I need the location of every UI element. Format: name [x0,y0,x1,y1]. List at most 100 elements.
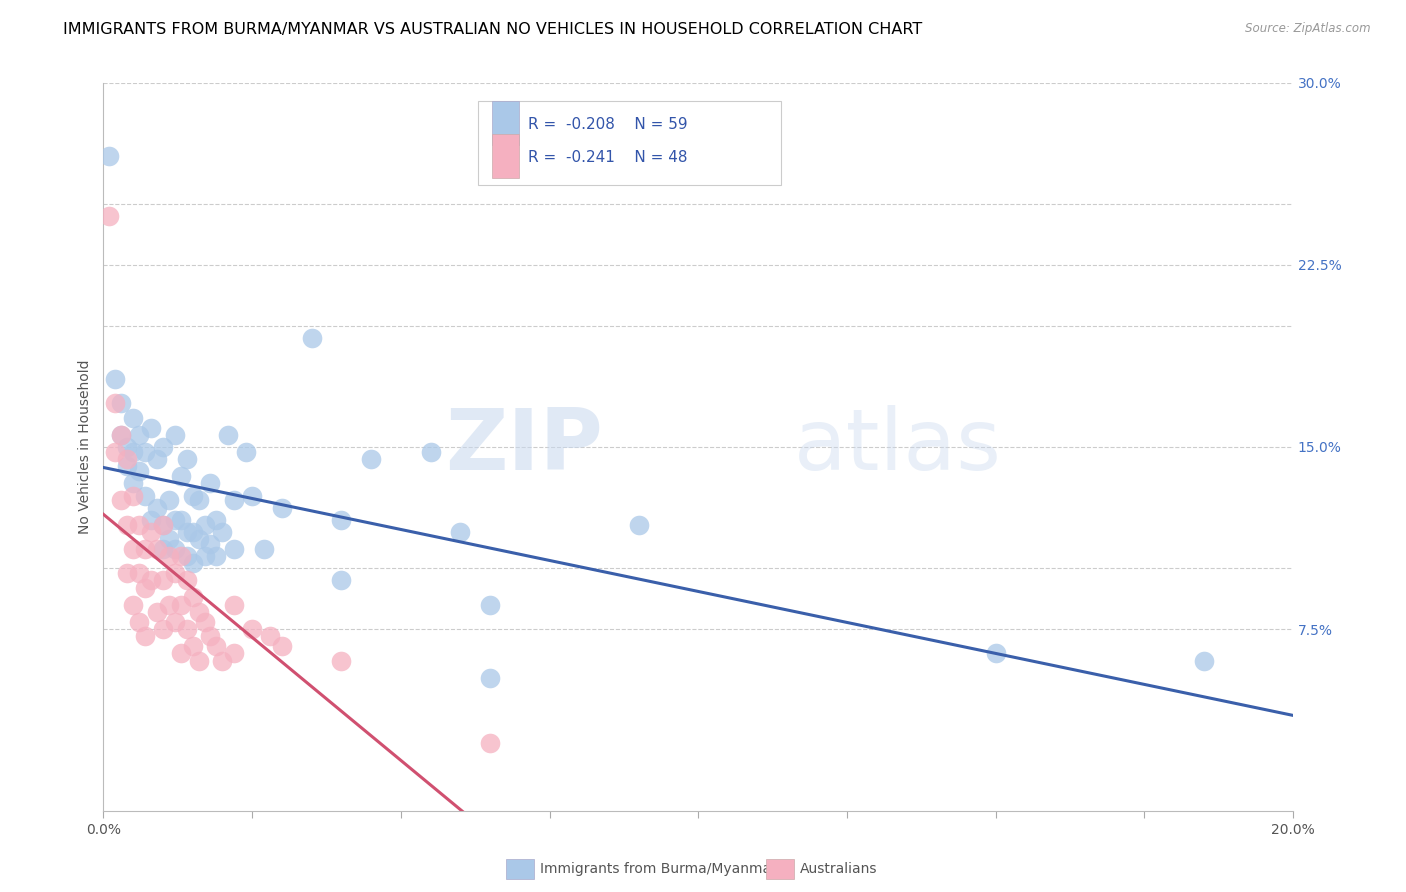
Point [187,493,209,508]
Text: R =  -0.241    N = 48: R = -0.241 N = 48 [529,151,688,165]
Point [98,210,121,224]
Point [152,541,174,556]
Point [152,440,174,454]
Point [170,549,193,564]
Bar [492,134,519,178]
Point [152,622,174,636]
Point [104,372,127,386]
Point [146,605,169,619]
Point [301,331,323,345]
Point [134,541,156,556]
Text: Source: ZipAtlas.com: Source: ZipAtlas.com [1246,22,1371,36]
Point [224,646,246,660]
Point [163,541,186,556]
Point [110,493,132,508]
Point [193,615,215,629]
Point [152,517,174,532]
Point [270,500,292,515]
Point [176,549,198,564]
Point [139,524,162,539]
Point [152,574,174,588]
Point [181,557,204,571]
Point [115,517,138,532]
Point [479,736,502,750]
Point [205,513,228,527]
Point [110,428,132,442]
Point [270,639,292,653]
Point [479,671,502,685]
Point [187,605,209,619]
Point [419,445,441,459]
Point [259,629,281,643]
Point [170,513,193,527]
Point [146,500,169,515]
Text: ZIP: ZIP [446,406,603,489]
Point [146,541,169,556]
Point [98,149,121,163]
Point [170,598,193,612]
Point [139,513,162,527]
Point [193,517,215,532]
Point [115,452,138,467]
Point [1192,654,1215,668]
Point [115,440,138,454]
Point [235,445,257,459]
Point [128,428,150,442]
Point [984,646,1007,660]
Point [211,654,233,668]
Point [122,410,145,425]
Point [128,566,150,581]
Point [115,459,138,474]
Point [163,566,186,581]
Point [330,513,353,527]
Point [240,622,263,636]
Point [205,639,228,653]
Point [157,549,180,564]
Point [211,524,233,539]
Point [122,489,145,503]
Text: Australians: Australians [800,862,877,876]
Point [217,428,239,442]
Point [187,533,209,547]
Point [176,452,198,467]
Point [163,513,186,527]
Point [176,574,198,588]
Point [200,629,222,643]
Point [115,566,138,581]
Point [627,517,650,532]
Point [122,541,145,556]
Point [330,574,353,588]
Point [146,452,169,467]
Point [104,396,127,410]
Point [181,524,204,539]
Point [224,598,246,612]
Point [122,445,145,459]
Point [224,493,246,508]
Point [134,489,156,503]
Point [128,464,150,478]
Point [157,598,180,612]
Point [176,524,198,539]
Point [134,629,156,643]
Point [253,541,276,556]
Point [110,396,132,410]
Point [139,420,162,434]
Point [181,489,204,503]
Point [122,476,145,491]
Point [181,639,204,653]
Point [163,428,186,442]
Point [449,524,471,539]
Point [134,445,156,459]
Point [240,489,263,503]
Point [479,598,502,612]
Point [134,581,156,595]
Point [176,622,198,636]
Point [360,452,382,467]
Text: Immigrants from Burma/Myanmar: Immigrants from Burma/Myanmar [540,862,776,876]
FancyBboxPatch shape [478,101,782,185]
Point [104,445,127,459]
Point [181,591,204,605]
Point [330,654,353,668]
Point [128,517,150,532]
Point [163,615,186,629]
